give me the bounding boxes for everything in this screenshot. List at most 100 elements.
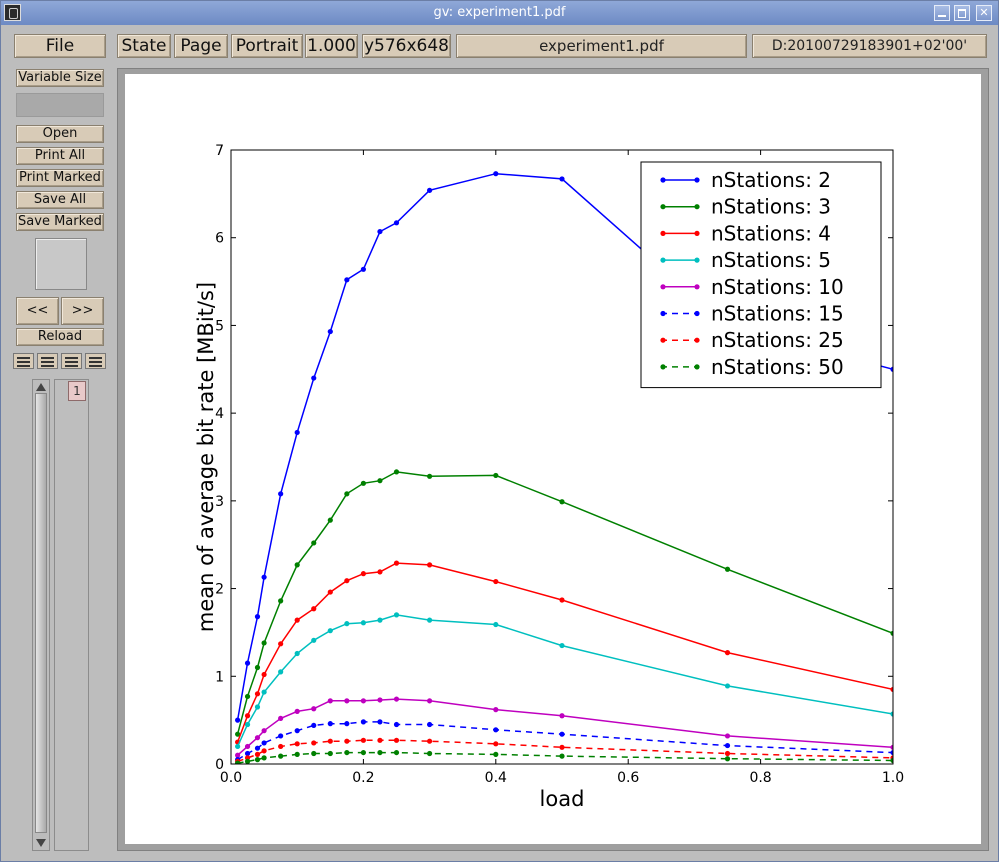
orientation-button[interactable]: Portrait [231,34,303,58]
save-marked-button[interactable]: Save Marked [16,213,104,231]
legend-marker [694,230,700,236]
data-point [278,641,284,647]
print-marked-button[interactable]: Print Marked [16,169,104,187]
title-bar[interactable]: gv: experiment1.pdf ✕ [1,1,998,25]
minimize-icon[interactable] [934,5,950,21]
legend-entry-4: nStations: 10 [711,275,844,299]
data-point [254,745,261,751]
open-button[interactable]: Open [16,125,104,143]
data-point [427,187,433,193]
filename-display: experiment1.pdf [456,34,747,58]
data-point [559,753,565,759]
legend-entry-5: nStations: 15 [711,302,844,326]
data-point [344,698,350,704]
x-axis-label: load [540,787,585,811]
data-point [278,753,284,759]
state-menu-button[interactable]: State [117,34,171,58]
data-point [261,689,267,695]
print-all-button[interactable]: Print All [16,147,104,165]
legend-entry-0: nStations: 2 [711,168,831,192]
x-tick-label: 0.0 [220,770,242,786]
data-point [559,597,565,603]
data-point [344,721,350,727]
maximize-icon[interactable] [954,5,970,21]
next-page-button[interactable]: >> [61,297,104,325]
plot-frame [230,149,894,765]
data-point [278,733,284,739]
scroll-down-arrow-icon[interactable] [36,839,46,847]
data-point [261,740,267,746]
data-point [360,737,366,743]
unmark-pages-icon[interactable] [85,353,106,369]
y-tick-label: 7 [215,143,224,159]
data-point [244,750,251,757]
data-point [724,566,731,572]
data-point [377,719,383,725]
data-point [493,741,499,747]
data-point [724,750,731,757]
series-line-6 [237,739,893,763]
data-point [559,642,565,649]
y-tick-label: 1 [215,669,224,685]
zoom-button[interactable]: 1.000 [305,34,358,58]
app-icon[interactable] [4,4,21,21]
legend-marker [694,204,700,210]
legend-box [640,161,882,389]
data-point [377,228,383,235]
data-point [559,731,565,737]
data-point [294,650,300,657]
data-point [327,721,333,727]
reload-button[interactable]: Reload [16,328,104,346]
y-tick-label: 6 [215,231,224,247]
data-point [559,176,565,182]
data-point [254,704,261,710]
mark-even-pages-icon[interactable] [37,353,58,369]
page-list-item[interactable]: 1 [68,381,86,401]
legend-entry-3: nStations: 5 [711,248,831,272]
file-menu-button[interactable]: File [14,34,106,58]
previous-page-button[interactable]: << [16,297,59,325]
data-point [724,733,731,739]
page-list[interactable] [54,379,89,851]
data-point [294,751,300,757]
data-point [311,740,317,746]
panner[interactable] [35,238,87,290]
data-point [254,757,261,763]
legend-entry-6: nStations: 25 [711,328,844,352]
series-line-5 [237,721,893,761]
data-point [393,612,400,618]
y-tick-label: 4 [215,406,224,422]
legend-marker [660,364,666,370]
info-field [16,93,104,117]
data-point [427,721,433,728]
data-point [235,760,241,764]
mark-odd-pages-icon[interactable] [13,353,34,369]
pdf-page[interactable]: 0.0 0.2 0.4 0.6 0.8 1.0 0 1 2 3 4 5 6 7 load mean of av… [125,74,981,844]
data-point [360,571,366,577]
scroll-up-arrow-icon[interactable] [36,383,46,391]
data-point [344,738,350,744]
series-line-1 [236,471,893,735]
data-point [344,621,350,627]
series-line-2 [236,562,893,743]
window-title: gv: experiment1.pdf [433,5,566,20]
series-line-7 [237,751,893,764]
data-point [493,171,499,177]
mark-current-page-icon[interactable] [61,353,82,369]
close-icon[interactable]: ✕ [976,5,992,21]
data-point [261,640,267,646]
legend-marker [694,177,700,183]
data-point [360,749,366,756]
scrollbar-thumb[interactable] [35,393,47,833]
data-point [261,728,267,734]
variable-size-button[interactable]: Variable Size [16,69,104,87]
data-point [427,562,433,568]
page-size-button[interactable]: y576x648 [362,34,451,58]
data-point [427,738,433,744]
data-point [244,660,251,666]
date-display: D:20100729183901+02'00' [752,34,987,58]
legend-marker [660,310,666,317]
data-point [890,757,893,764]
save-all-button[interactable]: Save All [16,191,104,209]
page-menu-button[interactable]: Page [174,34,228,58]
